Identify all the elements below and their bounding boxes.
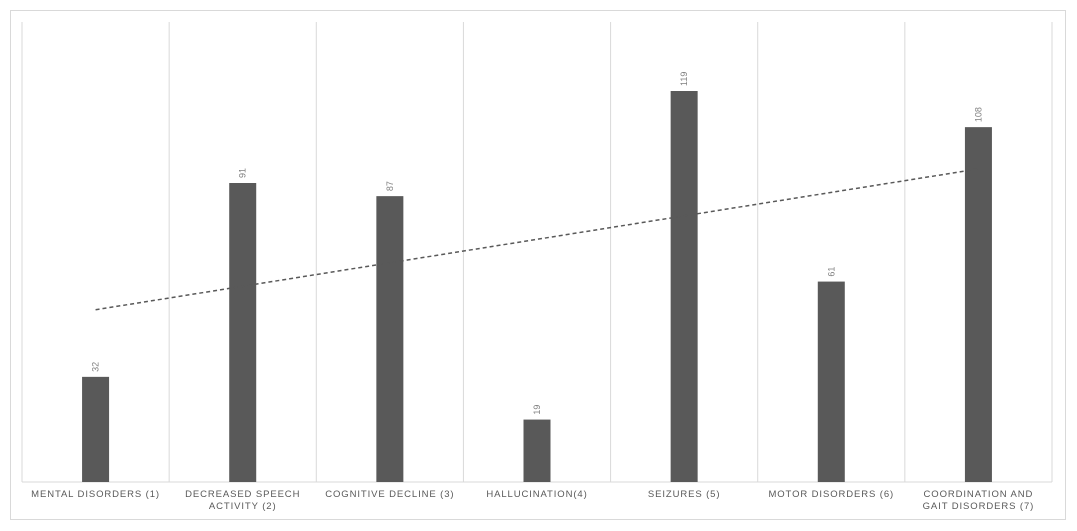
data-label: 61 [826, 267, 836, 277]
x-tick-label: COORDINATION AND GAIT DISORDERS (7) [923, 489, 1035, 512]
x-tick-label: DECREASED SPEECH ACTIVITY (2) [185, 489, 300, 512]
bar [376, 196, 404, 482]
data-label: 87 [385, 181, 395, 191]
bar [229, 183, 257, 482]
x-tick-label: COGNITIVE DECLINE (3) [325, 489, 454, 500]
bar [82, 376, 110, 482]
trendline [95, 168, 979, 311]
bar [964, 127, 992, 483]
data-label: 32 [91, 362, 101, 372]
x-tick-label: MOTOR DISORDERS (6) [768, 489, 894, 500]
bar [523, 419, 551, 482]
x-tick-label: MENTAL DISORDERS (1) [31, 489, 160, 500]
x-tick-label: HALLUCINATION(4) [486, 489, 587, 500]
data-label: 119 [679, 72, 689, 86]
x-tick-label: SEIZURES (5) [648, 489, 721, 500]
bar [670, 91, 698, 482]
data-label: 91 [238, 168, 248, 178]
data-label: 19 [532, 405, 542, 415]
data-label: 108 [973, 107, 983, 122]
bar [817, 281, 845, 482]
